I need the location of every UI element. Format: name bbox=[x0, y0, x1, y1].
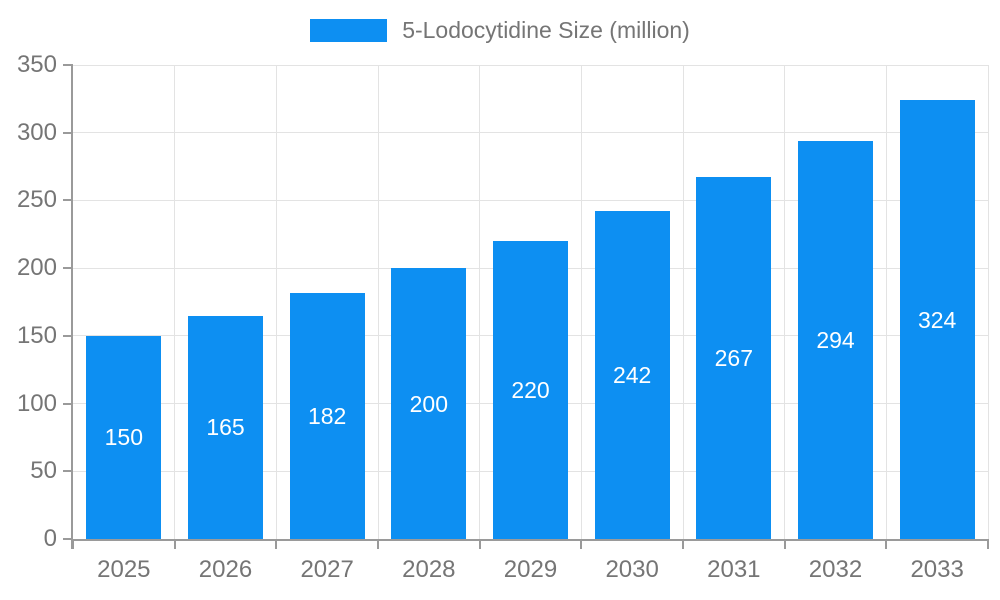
bar-value-label: 182 bbox=[307, 402, 347, 429]
x-axis-tick-label: 2028 bbox=[402, 556, 456, 583]
x-axis-line bbox=[73, 539, 988, 541]
gridline-vertical bbox=[174, 65, 176, 539]
y-axis-tick bbox=[63, 199, 73, 202]
x-axis-tick bbox=[682, 539, 684, 549]
x-axis-tick bbox=[275, 539, 278, 549]
bar-value-label: 324 bbox=[917, 306, 957, 333]
gridline-horizontal bbox=[73, 199, 988, 201]
x-axis-tick bbox=[580, 539, 583, 549]
x-axis-tick-label: 2027 bbox=[300, 556, 354, 583]
y-axis-tick bbox=[63, 402, 73, 405]
gridline-vertical bbox=[275, 65, 277, 539]
x-axis-tick bbox=[173, 539, 176, 549]
y-axis-tick-label: 350 bbox=[16, 51, 57, 78]
chart-legend[interactable]: 5-Lodocytidine Size (million) bbox=[0, 17, 1000, 44]
y-axis-tick bbox=[63, 64, 73, 66]
bar-2032[interactable] bbox=[798, 140, 873, 539]
gridline-vertical bbox=[987, 65, 989, 539]
bar-value-label: 200 bbox=[409, 390, 449, 417]
x-axis-tick bbox=[987, 539, 989, 549]
y-axis-tick bbox=[63, 267, 73, 270]
legend-label: 5-Lodocytidine Size (million) bbox=[402, 17, 690, 43]
gridline-vertical bbox=[885, 65, 887, 539]
bar-value-label: 165 bbox=[206, 414, 245, 441]
gridline-vertical bbox=[377, 65, 379, 539]
bar-value-label: 242 bbox=[612, 362, 652, 389]
y-axis-tick-label: 150 bbox=[16, 321, 57, 349]
bar-2033[interactable] bbox=[899, 100, 975, 539]
y-axis-tick-label: 200 bbox=[16, 254, 57, 282]
bar-2027[interactable] bbox=[289, 292, 365, 539]
x-axis-tick-label: 2026 bbox=[198, 556, 253, 583]
x-axis-tick-label: 2031 bbox=[707, 556, 761, 583]
y-axis-tick-label: 0 bbox=[43, 525, 57, 552]
legend-swatch bbox=[310, 19, 388, 42]
y-axis-tick-label: 250 bbox=[16, 186, 57, 214]
x-axis-tick-label: 2025 bbox=[97, 556, 151, 583]
bar-value-label: 220 bbox=[511, 377, 550, 404]
x-axis-tick bbox=[377, 539, 379, 549]
gridline-vertical bbox=[784, 65, 786, 539]
y-axis-tick bbox=[63, 538, 73, 540]
bar-2029[interactable] bbox=[493, 241, 568, 539]
y-axis-tick bbox=[63, 470, 73, 473]
y-axis-tick-label: 50 bbox=[30, 457, 57, 485]
y-axis-tick bbox=[63, 131, 73, 134]
x-axis-tick bbox=[72, 539, 74, 549]
gridline-vertical bbox=[479, 65, 481, 539]
y-axis-line bbox=[71, 65, 73, 549]
x-axis-tick-label: 2030 bbox=[605, 556, 659, 583]
x-axis-tick bbox=[885, 539, 888, 549]
gridline-vertical bbox=[580, 65, 582, 539]
gridline-horizontal bbox=[73, 132, 988, 134]
gridline-horizontal bbox=[73, 64, 988, 66]
x-axis-tick-label: 2029 bbox=[503, 556, 558, 583]
x-axis-tick-label: 2033 bbox=[910, 556, 964, 583]
bar-2026[interactable] bbox=[188, 315, 263, 539]
x-axis-tick bbox=[478, 539, 481, 549]
x-axis-tick bbox=[783, 539, 786, 549]
bar-2025[interactable] bbox=[86, 335, 162, 539]
bar-2030[interactable] bbox=[594, 211, 670, 539]
bar-2028[interactable] bbox=[391, 268, 467, 539]
bar-value-label: 267 bbox=[714, 345, 754, 372]
y-axis-tick-label: 100 bbox=[16, 389, 57, 417]
bar-2031[interactable] bbox=[696, 177, 772, 539]
bar-value-label: 294 bbox=[816, 326, 855, 353]
y-axis-tick-label: 300 bbox=[16, 118, 57, 146]
y-axis-tick bbox=[63, 334, 73, 337]
bar-value-label: 150 bbox=[104, 424, 144, 451]
gridline-vertical bbox=[682, 65, 684, 539]
x-axis-tick-label: 2032 bbox=[808, 556, 863, 583]
